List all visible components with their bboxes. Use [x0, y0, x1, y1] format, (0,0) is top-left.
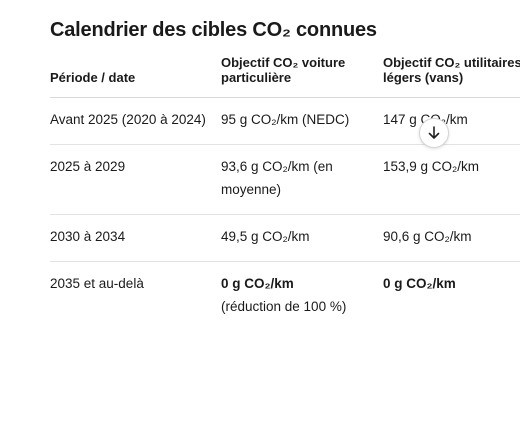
- co2-targets-table: Période / date Objectif CO₂ voiture part…: [50, 55, 520, 331]
- table-row: 2025 à 2029 93,6 g CO₂/km (en moyenne) 1…: [50, 144, 520, 215]
- cell-car-target: 93,6 g CO₂/km (en moyenne): [221, 144, 383, 215]
- cell-period: 2030 à 2034: [50, 214, 221, 262]
- car-target-value: 0 g CO₂/km: [221, 276, 294, 291]
- cell-period: Avant 2025 (2020 à 2024): [50, 97, 221, 145]
- page-title: Calendrier des cibles CO₂ connues: [50, 19, 377, 41]
- table-row: Avant 2025 (2020 à 2024) 95 g CO₂/km (NE…: [50, 97, 520, 145]
- arrow-down-icon: [428, 126, 440, 139]
- table-row: 2030 à 2034 49,5 g CO₂/km 90,6 g CO₂/km: [50, 214, 520, 262]
- scroll-down-button[interactable]: [419, 118, 449, 148]
- car-target-note: (réduction de 100 %): [221, 299, 347, 314]
- cell-car-target: 0 g CO₂/km (réduction de 100 %): [221, 262, 383, 332]
- cell-van-target: 147 g CO₂/km: [383, 97, 520, 145]
- table-row: 2035 et au-delà 0 g CO₂/km (réduction de …: [50, 262, 520, 332]
- column-header-van: Objectif CO₂ utilitaires légers (vans): [383, 55, 520, 98]
- van-target-value: 0 g CO₂/km: [383, 276, 456, 291]
- cell-period: 2035 et au-delà: [50, 276, 144, 291]
- cell-van-target: 153,9 g CO₂/km: [383, 144, 520, 215]
- column-header-period: Période / date: [50, 55, 221, 98]
- cell-car-target: 95 g CO₂/km (NEDC): [221, 97, 383, 145]
- column-header-car: Objectif CO₂ voiture particulière: [221, 55, 383, 98]
- table-header-row: Période / date Objectif CO₂ voiture part…: [50, 55, 520, 98]
- cell-van-target: 0 g CO₂/km: [383, 262, 520, 332]
- cell-van-target: 90,6 g CO₂/km: [383, 214, 520, 262]
- cell-period: 2025 à 2029: [50, 144, 221, 215]
- cell-car-target: 49,5 g CO₂/km: [221, 214, 383, 262]
